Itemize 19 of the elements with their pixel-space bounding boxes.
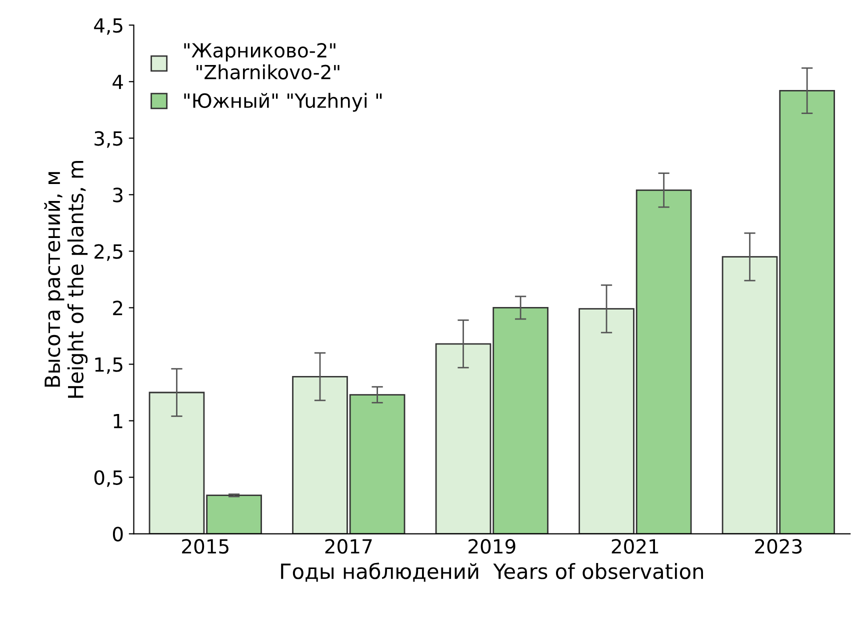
y-tick-label: 1,5 bbox=[95, 357, 122, 374]
x-tick-label: 2021 bbox=[612, 539, 658, 554]
x-tick-label: 2017 bbox=[325, 539, 372, 554]
y-tick-label: 0 bbox=[112, 526, 123, 542]
y-tick-label: 3 bbox=[113, 188, 122, 202]
y-tick-label: 3,5 bbox=[94, 131, 122, 148]
y-tick-label: 2 bbox=[113, 300, 122, 316]
legend-label: "Южный" "Yuzhnyi " bbox=[184, 92, 382, 112]
y-tick-label: 1 bbox=[114, 414, 122, 428]
x-tick-label: 2023 bbox=[755, 539, 802, 554]
y-tick-label: 4 bbox=[112, 74, 123, 90]
y-axis-title: Высота растений, м Height of the plants, m bbox=[44, 160, 88, 398]
y-tick-label: 4,5 bbox=[94, 18, 122, 35]
x-axis-title: Годы наблюдений Years of observation bbox=[281, 562, 703, 582]
legend-label: "Жарниково-2" "Zharnikovo-2" bbox=[184, 42, 340, 80]
y-tick-label: 0,5 bbox=[94, 470, 122, 487]
y-tick-label: 2,5 bbox=[94, 244, 122, 261]
x-tick-label: 2015 bbox=[182, 539, 228, 554]
x-tick-label: 2019 bbox=[468, 539, 516, 554]
